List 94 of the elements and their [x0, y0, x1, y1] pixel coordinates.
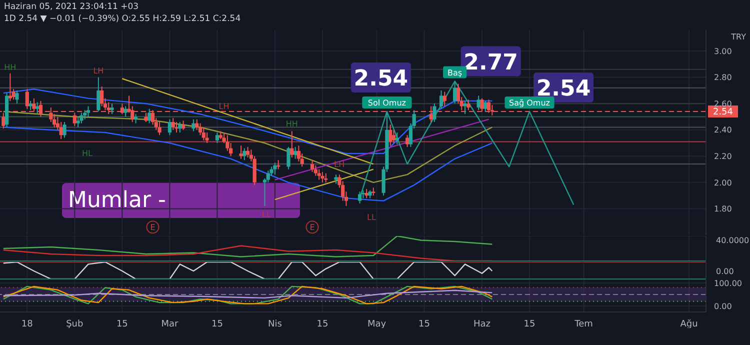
candlestick — [62, 121, 66, 138]
x-tick-label: May — [367, 319, 387, 330]
candlestick — [388, 124, 392, 146]
candlestick — [76, 116, 80, 128]
y-tick-label: 2.40 — [714, 126, 732, 135]
candlestick — [334, 174, 338, 184]
candlestick — [392, 129, 396, 144]
x-tick-label: Tem — [574, 319, 593, 330]
candlestick — [96, 76, 100, 112]
y-tick-label: 3.00 — [714, 46, 732, 56]
candlestick — [83, 110, 87, 120]
candlestick — [294, 146, 298, 160]
candlestick — [100, 86, 104, 107]
candlestick — [8, 72, 12, 102]
candlestick — [148, 108, 152, 124]
ref-line-label: 2.54 — [712, 107, 734, 118]
annotation: E — [310, 223, 315, 232]
annotation: LL — [367, 213, 376, 222]
x-tick-label: Nis — [268, 319, 282, 330]
candlestick — [432, 103, 436, 122]
candlestick — [202, 126, 206, 141]
annotation: HL — [82, 149, 92, 158]
candlestick — [72, 112, 76, 126]
candlestick — [273, 162, 277, 176]
candlestick — [406, 134, 410, 148]
y-tick-label: 2.80 — [714, 73, 732, 82]
candlestick — [181, 120, 186, 130]
x-tick-label: 15 — [316, 319, 328, 330]
candlestick — [215, 132, 220, 144]
y-tick-label: 1.80 — [714, 204, 732, 214]
candlestick — [320, 171, 324, 183]
x-tick-label: 15 — [116, 319, 128, 330]
candlestick — [395, 132, 399, 145]
chart-subtitle: 1D 2.54 ▼ −0.01 (−0.39%) O:2.55 H:2.59 L:2.51 C:2.54 — [4, 14, 241, 24]
x-tick-label: 15 — [524, 319, 536, 330]
x-tick-label: 15 — [212, 319, 223, 330]
annotation: 2.54 — [354, 66, 408, 92]
candlestick — [134, 114, 138, 124]
candlestick — [310, 160, 314, 172]
candlestick — [466, 99, 470, 111]
candlestick — [246, 146, 250, 158]
candlestick — [286, 146, 290, 170]
y-axis-title: TRY — [730, 32, 746, 42]
y-tick-label: 2.00 — [714, 178, 732, 188]
candlestick — [463, 100, 467, 115]
candlestick — [358, 191, 362, 204]
annotation: 2.77 — [464, 50, 518, 76]
annotation: LH — [218, 102, 230, 112]
y-tick-label: 0.00 — [714, 302, 732, 311]
candlestick — [324, 172, 328, 183]
candlestick — [453, 80, 457, 104]
x-tick-label: Ağu — [680, 318, 698, 330]
x-tick-label: 18 — [21, 319, 34, 330]
candlestick — [484, 100, 488, 112]
text: 40.0000 — [716, 236, 750, 245]
chart-title: Haziran 05, 2021 23:04:11 +03 — [4, 2, 139, 12]
y-tick-label: 100.00 — [714, 278, 742, 288]
x-tick-label: 15 — [418, 319, 430, 330]
candlestick — [174, 121, 178, 133]
annotation: Sol Omuz — [368, 98, 406, 108]
x-tick-label: Haz — [473, 319, 491, 330]
candlestick — [192, 118, 196, 132]
annotation: HH — [286, 119, 298, 128]
candlestick — [25, 88, 29, 110]
line-series — [2, 88, 493, 154]
annotation: LL — [262, 210, 271, 219]
annotation: Mumlar - — [68, 188, 166, 213]
candlestick — [15, 90, 19, 104]
candlestick — [239, 145, 243, 160]
x-tick-label: Mar — [161, 319, 178, 330]
candlestick — [442, 91, 446, 107]
candlestick — [86, 106, 90, 118]
candlestick — [317, 168, 321, 180]
candlestick — [110, 103, 114, 115]
y-tick-label: 2.20 — [714, 152, 732, 161]
annotation: E — [150, 223, 156, 232]
candlestick — [80, 112, 84, 124]
annotation: Baş — [448, 68, 462, 78]
candlestick — [171, 118, 175, 130]
candlestick — [158, 121, 162, 136]
annotation: LH — [93, 66, 104, 76]
candlestick — [242, 148, 246, 161]
annotation: HH — [4, 62, 16, 72]
candlestick — [178, 121, 182, 133]
line-series — [2, 110, 493, 184]
line-series — [2, 290, 493, 299]
candlestick — [439, 90, 444, 110]
annotation: LH — [334, 160, 345, 170]
candlestick — [36, 102, 40, 115]
x-tick-label: Şub — [66, 319, 84, 330]
candlestick — [290, 130, 294, 158]
candlestick — [2, 112, 6, 130]
candlestick — [28, 100, 32, 111]
candlestick — [168, 118, 172, 136]
